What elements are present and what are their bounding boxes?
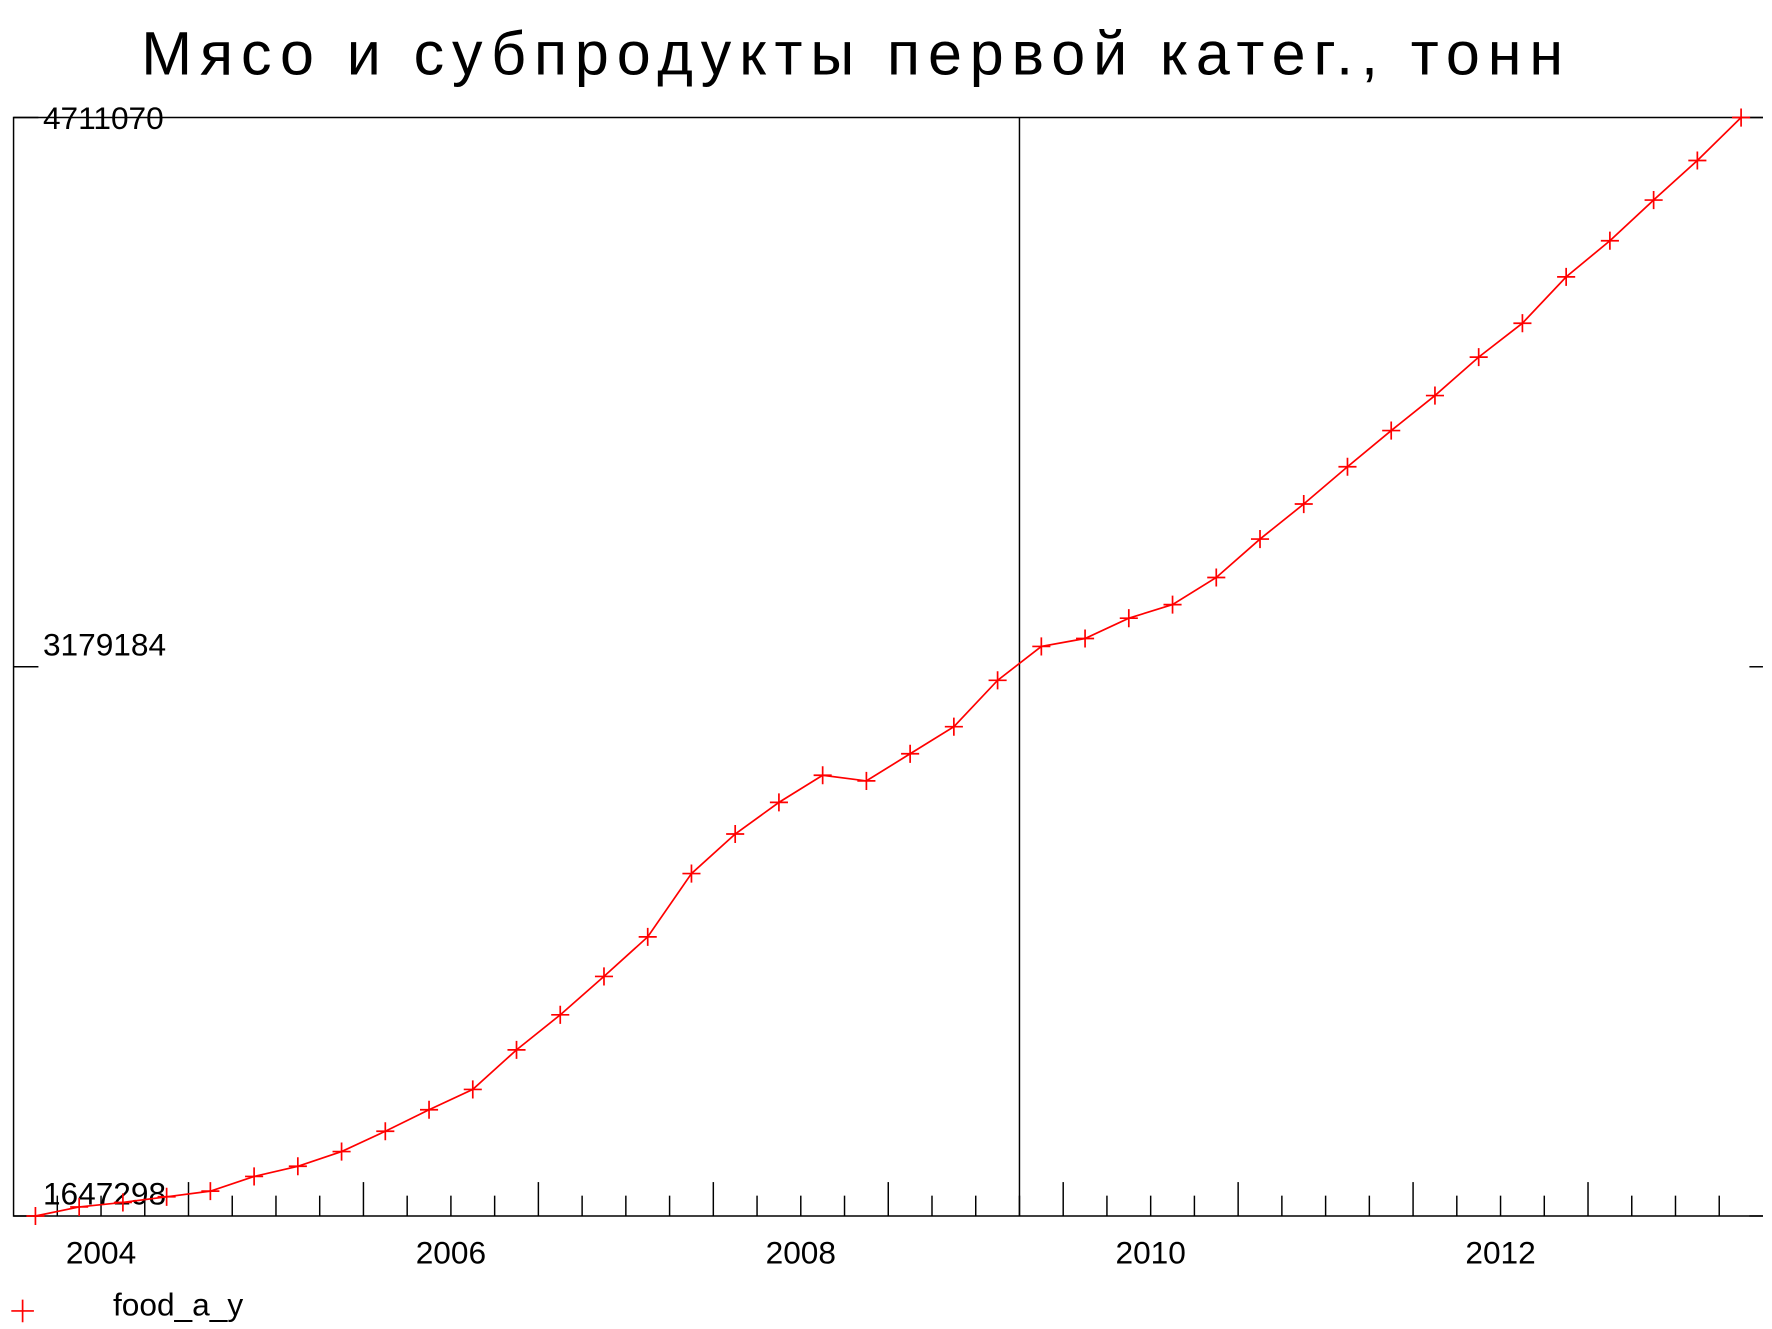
point-marker: [507, 1040, 526, 1059]
point-marker: [769, 793, 788, 812]
point-marker: [288, 1157, 307, 1176]
point-marker: [901, 744, 920, 763]
point-marker: [1382, 421, 1401, 440]
point-marker: [1119, 609, 1138, 628]
plot-frame: [12, 116, 1763, 1217]
point-marker: [1032, 637, 1051, 656]
point-marker: [1513, 314, 1532, 333]
point-marker: [726, 824, 745, 844]
point-marker: [682, 864, 701, 883]
point-marker: [1294, 494, 1313, 514]
point-marker: [420, 1100, 439, 1119]
point-marker: [1425, 386, 1444, 405]
y-tick-label: 3179184: [43, 626, 166, 662]
series-line: [35, 116, 1742, 1217]
point-marker: [113, 1193, 132, 1212]
x-tick-label: 2012: [1465, 1234, 1535, 1270]
x-tick-label: 2006: [416, 1234, 486, 1270]
point-marker: [1338, 457, 1357, 476]
point-marker: [857, 771, 876, 790]
point-marker: [26, 1206, 45, 1226]
point-marker: [1469, 348, 1488, 367]
chart-title: Мясо и субпродукты первой катег., тонн: [141, 20, 1571, 88]
point-marker: [1688, 151, 1707, 170]
point-marker: [1557, 267, 1576, 286]
point-marker: [638, 927, 657, 946]
point-marker: [1163, 595, 1182, 614]
point-marker: [332, 1142, 351, 1161]
y-tick-label: 4711070: [43, 100, 164, 136]
point-marker: [463, 1080, 482, 1099]
point-marker: [1732, 108, 1751, 127]
point-marker: [376, 1122, 395, 1141]
legend-label: food_a_y: [113, 1286, 243, 1322]
point-marker: [551, 1005, 570, 1024]
point-marker: [245, 1167, 264, 1186]
point-marker: [594, 967, 614, 986]
point-marker: [1644, 190, 1663, 210]
point-marker: [1076, 629, 1095, 648]
point-marker: [70, 1197, 89, 1216]
point-marker: [1250, 530, 1270, 549]
x-tick-label: 2008: [766, 1234, 836, 1270]
point-marker: [201, 1182, 220, 1201]
point-marker: [944, 717, 963, 736]
point-marker: [1207, 568, 1226, 587]
x-tick-label: 2004: [66, 1234, 136, 1270]
point-marker: [813, 766, 832, 785]
point-marker: [157, 1187, 176, 1206]
point-marker: [988, 671, 1007, 690]
x-tick-label: 2010: [1115, 1234, 1185, 1270]
y-tick-label: 1647298: [43, 1176, 166, 1212]
point-marker: [1600, 231, 1619, 250]
legend-marker: [11, 1299, 34, 1323]
